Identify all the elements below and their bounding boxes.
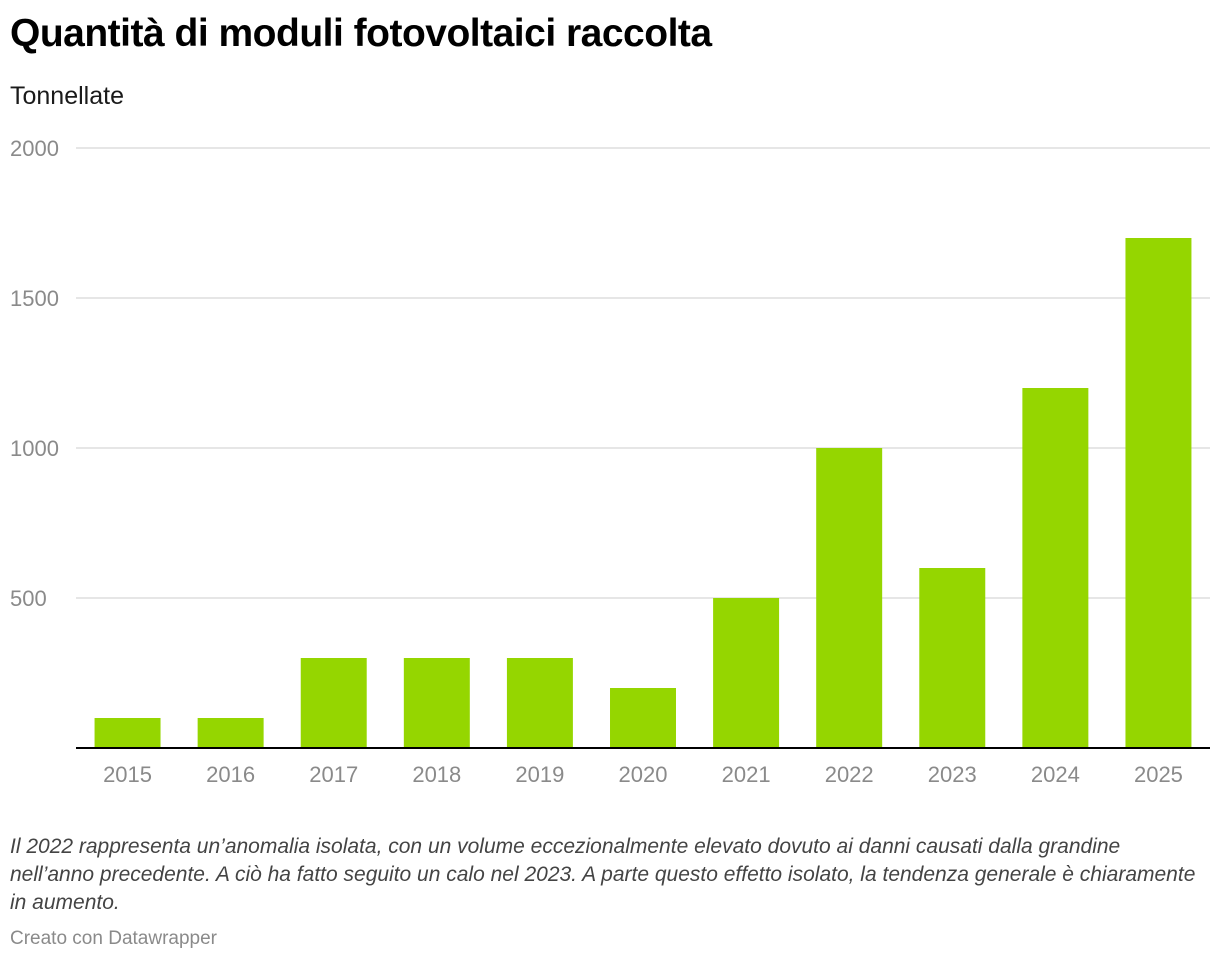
x-tick-label-2017: 2017 [309, 762, 358, 787]
bar-2015 [94, 718, 161, 748]
x-tick-label-2021: 2021 [722, 762, 771, 787]
bar-2018 [403, 658, 470, 748]
y-tick-label-1000: 1000 [10, 436, 59, 461]
bar-2022 [816, 448, 883, 748]
bar-2024 [1022, 388, 1089, 748]
bar-2021 [713, 598, 780, 748]
bar-2016 [197, 718, 264, 748]
chart-note: Il 2022 rappresenta un’anomalia isolata,… [10, 835, 1196, 914]
chart-credit: Creato con Datawrapper [10, 928, 217, 949]
x-tick-label-2015: 2015 [103, 762, 152, 787]
x-tick-label-2020: 2020 [619, 762, 668, 787]
bar-2025 [1125, 238, 1192, 748]
x-tick-label-2022: 2022 [825, 762, 874, 787]
bar-2019 [506, 658, 573, 748]
x-tick-label-2019: 2019 [515, 762, 564, 787]
x-tick-label-2018: 2018 [412, 762, 461, 787]
bar-2017 [300, 658, 367, 748]
y-tick-label-500: 500 [10, 586, 47, 611]
chart-subtitle: Tonnellate [10, 82, 124, 110]
x-tick-label-2023: 2023 [928, 762, 977, 787]
x-tick-label-2024: 2024 [1031, 762, 1080, 787]
y-tick-label-1500: 1500 [10, 286, 59, 311]
x-tick-label-2016: 2016 [206, 762, 255, 787]
y-tick-label-2000: 2000 [10, 136, 59, 161]
bar-2020 [610, 688, 676, 748]
x-tick-label-2025: 2025 [1134, 762, 1183, 787]
bar-2023 [919, 568, 986, 748]
bar-chart: 500 1000 1500 2000 2015 2016 2017 2018 2019 2020 2… [10, 136, 1210, 787]
chart-title: Quantità di moduli fotovoltaici raccolta [10, 12, 712, 55]
